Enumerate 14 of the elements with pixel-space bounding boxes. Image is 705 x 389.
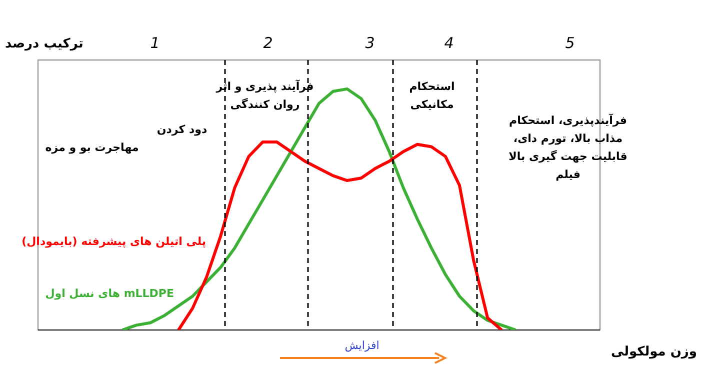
- y-axis-title: ترکیب درصد: [4, 36, 84, 52]
- x-axis-title: وزن مولکولی: [610, 344, 697, 360]
- annotation: استحکام مکانیکی: [409, 80, 455, 111]
- series-label: پلی اتیلن های پیشرفته (بایمودال): [22, 234, 206, 248]
- annotation: دود کردن: [156, 122, 208, 136]
- text: 2: [263, 34, 273, 52]
- series-label: mLLDPE های نسل اول: [45, 286, 174, 300]
- annotation: مهاجرت بو و مزه: [45, 140, 139, 154]
- text: 3: [365, 34, 375, 52]
- annotation: فرآیندپذیری، استحکام مذاب بالا، تورم دای، قابلیت جهت گیری بالا فیلم: [508, 112, 628, 181]
- text: افزایش: [344, 338, 380, 352]
- text: 4: [444, 34, 454, 52]
- text: 5: [565, 34, 575, 52]
- text: 1: [150, 34, 160, 52]
